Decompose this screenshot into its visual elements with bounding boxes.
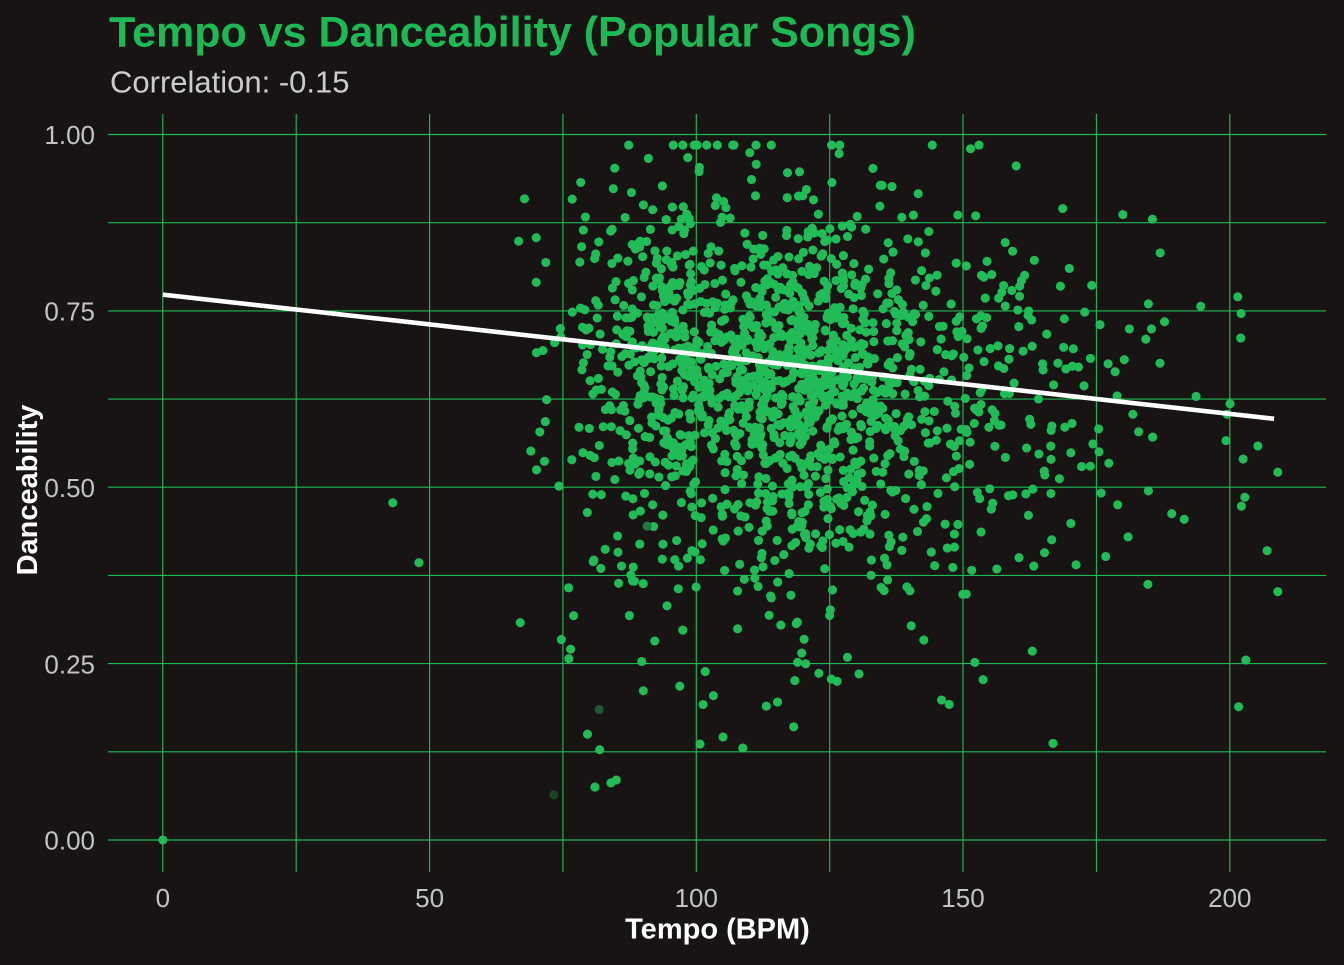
- svg-text:50: 50: [415, 883, 444, 913]
- svg-text:100: 100: [675, 883, 718, 913]
- svg-text:0.00: 0.00: [44, 826, 95, 856]
- svg-text:200: 200: [1208, 883, 1251, 913]
- svg-text:0.25: 0.25: [44, 649, 95, 679]
- svg-text:0.50: 0.50: [44, 473, 95, 503]
- svg-text:Tempo vs Danceability (Popular: Tempo vs Danceability (Popular Songs): [109, 9, 916, 57]
- svg-text:Tempo (BPM): Tempo (BPM): [625, 914, 810, 946]
- svg-text:150: 150: [941, 883, 984, 913]
- svg-text:0: 0: [156, 883, 170, 913]
- svg-text:0.75: 0.75: [44, 297, 95, 327]
- svg-text:Correlation: -0.15: Correlation: -0.15: [110, 65, 350, 100]
- svg-text:Danceability: Danceability: [12, 405, 44, 576]
- svg-text:1.00: 1.00: [44, 120, 95, 150]
